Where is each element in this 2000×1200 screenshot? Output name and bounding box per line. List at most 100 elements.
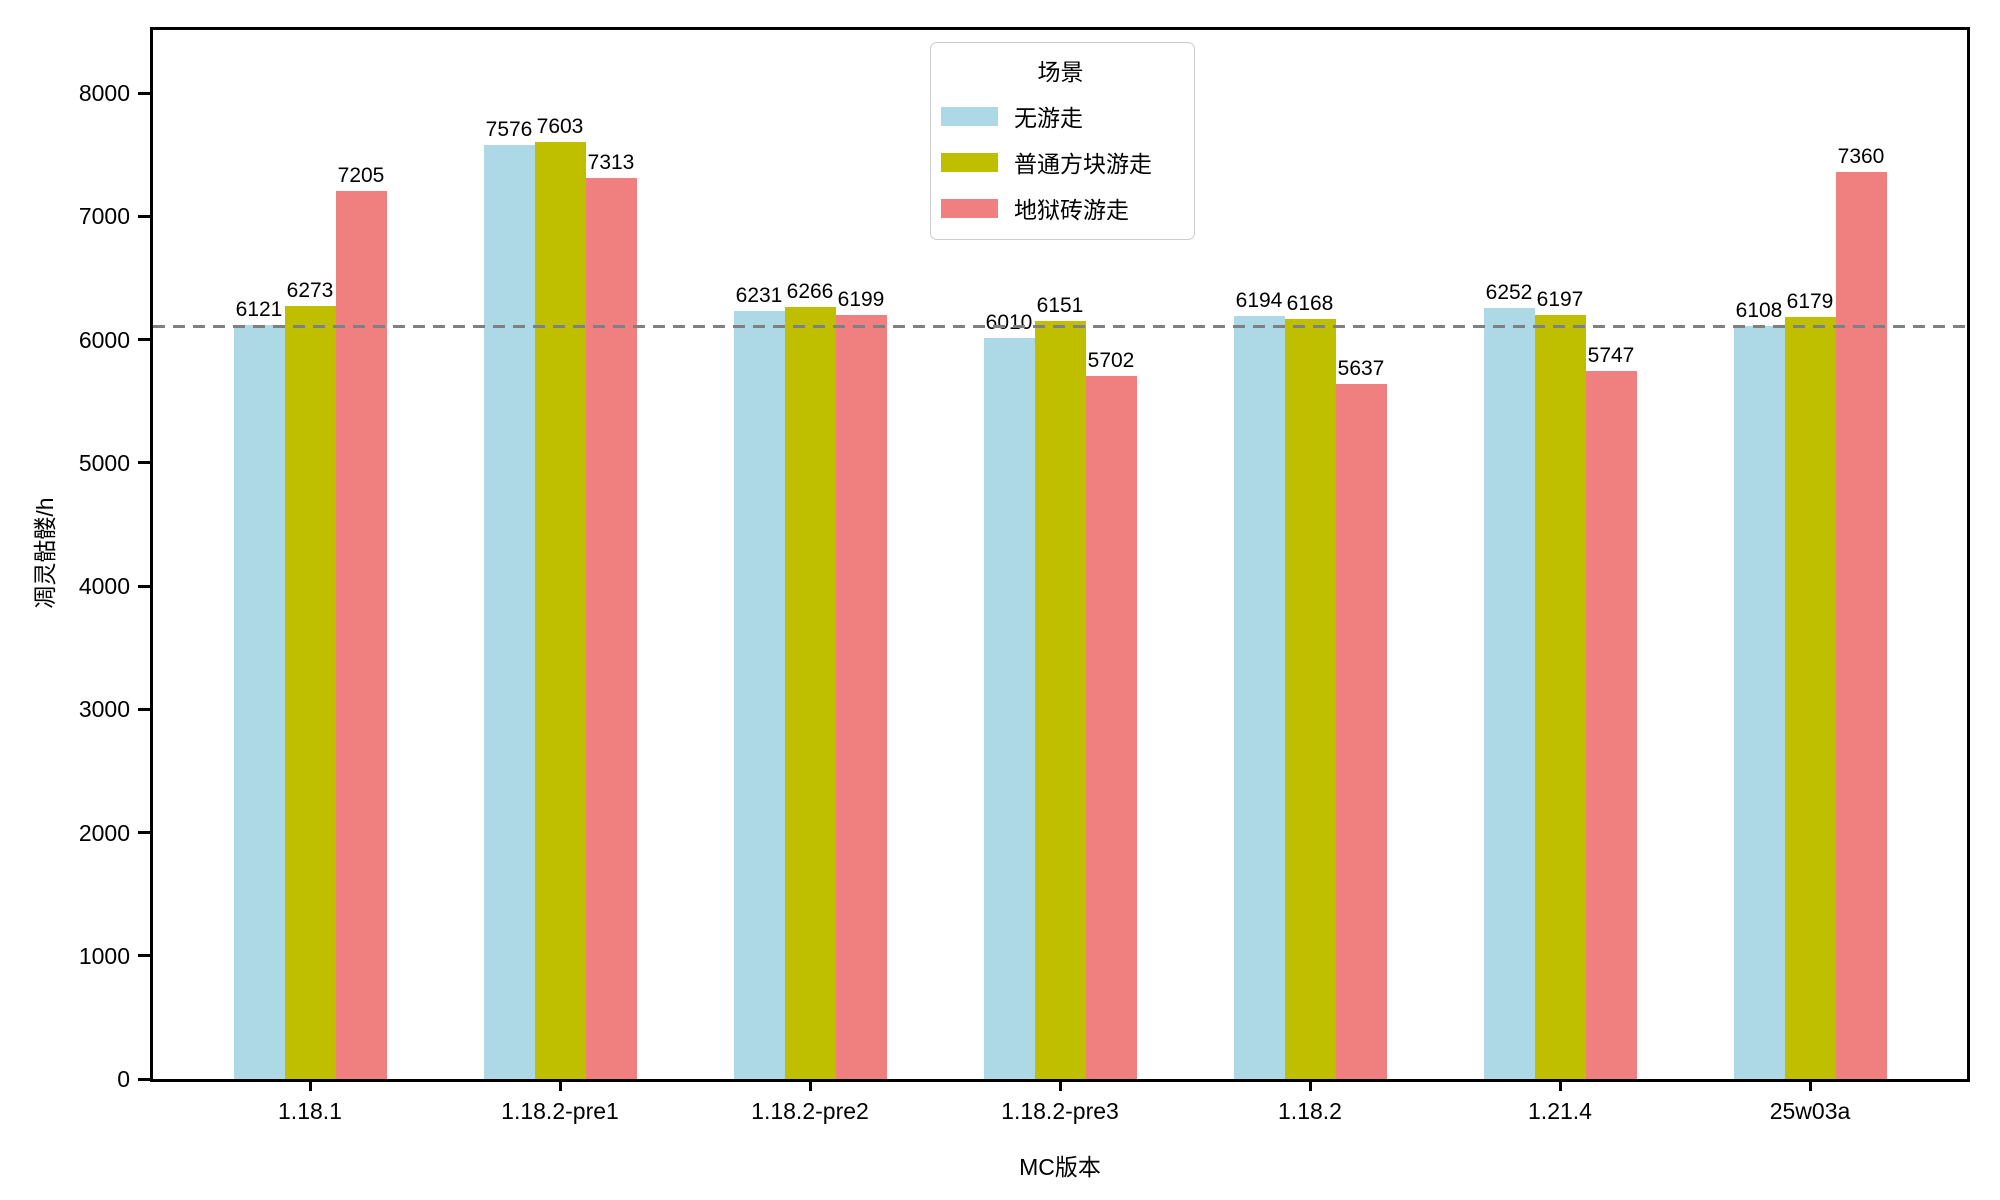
y-tick-label: 8000 — [78, 80, 130, 106]
x-tick: 25w03a — [1685, 1079, 1935, 1149]
bar-value-label: 6231 — [735, 284, 783, 307]
bar-value-label: 6151 — [1036, 293, 1084, 317]
bar-value-label: 6108 — [1735, 299, 1783, 323]
bar-value-label: 6273 — [286, 278, 334, 302]
bar: 5702 — [1085, 349, 1137, 1079]
bar-value-label: 6010 — [985, 311, 1033, 335]
x-tick: 1.18.1 — [185, 1079, 435, 1149]
bar: 6231 — [733, 284, 785, 1079]
bar-value-label: 7313 — [587, 150, 635, 174]
bar-group: 6121 6273 7205 — [185, 30, 435, 1079]
x-tick: 1.21.4 — [1435, 1079, 1685, 1149]
y-tick-mark — [138, 831, 150, 834]
y-tick-mark — [138, 1077, 150, 1081]
bar-value-label: 6199 — [837, 288, 885, 311]
x-tick-label: 1.18.2-pre1 — [501, 1098, 619, 1124]
bar-group: 6108 6179 7360 — [1685, 30, 1935, 1079]
x-tick-mark — [808, 1079, 812, 1091]
x-axis-ticks: 1.18.1 1.18.2-pre1 1.18.2-pre2 1.18.2-pre3 1… — [153, 1079, 1967, 1149]
legend-item: 地狱砖游走 — [941, 191, 1180, 225]
bar: 6010 — [983, 311, 1035, 1079]
x-tick-mark — [1308, 1079, 1312, 1091]
bar-value-label: 5747 — [1587, 343, 1635, 367]
legend-items: 无游走普通方块游走 地狱砖游走 — [941, 99, 1180, 225]
x-tick-mark — [308, 1079, 312, 1091]
legend-title: 场景 — [1037, 59, 1084, 85]
bar-value-label: 6168 — [1286, 291, 1334, 315]
legend-item: 普通方块游走 — [941, 145, 1180, 179]
reference-line — [153, 324, 1967, 328]
bar: 7360 — [1835, 145, 1887, 1079]
legend-label: 地狱砖游走 — [1014, 197, 1129, 223]
bar: 5747 — [1585, 344, 1637, 1079]
y-tick-label: 2000 — [78, 819, 130, 846]
bar: 6108 — [1733, 299, 1785, 1079]
bar: 6168 — [1284, 292, 1336, 1079]
y-tick-mark — [138, 707, 150, 711]
legend-swatch — [941, 198, 998, 218]
x-tick-mark — [558, 1079, 562, 1091]
bar-value-label: 7603 — [536, 114, 584, 138]
bar: 6273 — [284, 279, 336, 1079]
y-tick-mark — [138, 91, 150, 95]
y-tick-mark — [138, 214, 150, 218]
bar-value-label: 7205 — [337, 164, 385, 187]
x-tick-label: 1.21.4 — [1528, 1098, 1592, 1124]
bar-group: 6252 6197 5747 — [1435, 30, 1685, 1079]
y-tick-mark — [138, 338, 150, 341]
bar-groups-container: 6121 6273 7205 7576 7603 7313 6231 6266 6199 6010… — [153, 30, 1967, 1079]
legend-label: 无游走 — [1014, 105, 1083, 131]
x-tick-label: 1.18.2 — [1278, 1098, 1342, 1124]
x-axis-label: MC版本 — [1019, 1154, 1101, 1180]
y-tick-label: 7000 — [78, 203, 130, 230]
bar: 6121 — [233, 298, 285, 1079]
bar: 6197 — [1534, 288, 1586, 1079]
legend-label: 普通方块游走 — [1014, 151, 1152, 177]
bar: 6179 — [1784, 290, 1836, 1079]
bar-group: 6231 6266 6199 — [685, 30, 935, 1079]
y-tick-mark — [138, 584, 150, 588]
y-tick-mark — [138, 954, 150, 958]
bar: 6199 — [835, 288, 887, 1079]
legend-swatch — [941, 152, 998, 172]
bar-value-label: 5637 — [1337, 357, 1385, 381]
x-tick-label: 1.18.1 — [278, 1098, 342, 1124]
bar: 5637 — [1335, 357, 1387, 1079]
y-tick-label: 6000 — [78, 326, 130, 353]
bar: 6194 — [1233, 289, 1285, 1079]
x-tick-mark — [1808, 1079, 1812, 1091]
bar-value-label: 7360 — [1837, 144, 1885, 168]
bar: 7576 — [483, 118, 535, 1079]
x-tick-label: 1.18.2-pre3 — [1001, 1098, 1119, 1124]
x-tick-label: 1.18.2-pre2 — [751, 1098, 869, 1124]
bar: 7313 — [585, 151, 637, 1079]
bar: 6252 — [1483, 281, 1535, 1079]
legend: 场景 无游走普通方块游走 地狱砖游走 — [930, 42, 1195, 240]
bar-value-label: 6252 — [1485, 281, 1533, 305]
bar: 6151 — [1034, 294, 1086, 1079]
plot-area: 6121 6273 7205 7576 7603 7313 6231 6266 6199 6010… — [150, 27, 1970, 1082]
y-tick-label: 3000 — [78, 696, 130, 723]
x-tick: 1.18.2 — [1185, 1079, 1435, 1149]
bar-value-label: 6194 — [1235, 288, 1283, 312]
y-tick-label: 1000 — [78, 942, 130, 969]
bar-group: 7576 7603 7313 — [435, 30, 685, 1079]
x-tick: 1.18.2-pre3 — [935, 1079, 1185, 1149]
bar-value-label: 5702 — [1087, 349, 1135, 373]
bar-value-label: 6197 — [1536, 288, 1584, 312]
y-tick-label: 0 — [117, 1066, 130, 1092]
x-tick-mark — [1058, 1079, 1062, 1091]
bar-value-label: 6179 — [1786, 290, 1834, 314]
y-tick-mark — [138, 461, 150, 465]
bar-value-label: 6121 — [235, 297, 283, 321]
bar: 6266 — [784, 280, 836, 1079]
x-tick-label: 25w03a — [1769, 1098, 1851, 1124]
y-tick-label: 5000 — [78, 449, 130, 476]
legend-item: 无游走 — [941, 99, 1180, 133]
bar-value-label: 6266 — [786, 279, 834, 303]
bar-value-label: 7576 — [485, 118, 533, 142]
x-tick-mark — [1558, 1079, 1562, 1091]
bar-group: 6010 6151 5702 — [935, 30, 1185, 1079]
bar: 7603 — [534, 115, 586, 1079]
